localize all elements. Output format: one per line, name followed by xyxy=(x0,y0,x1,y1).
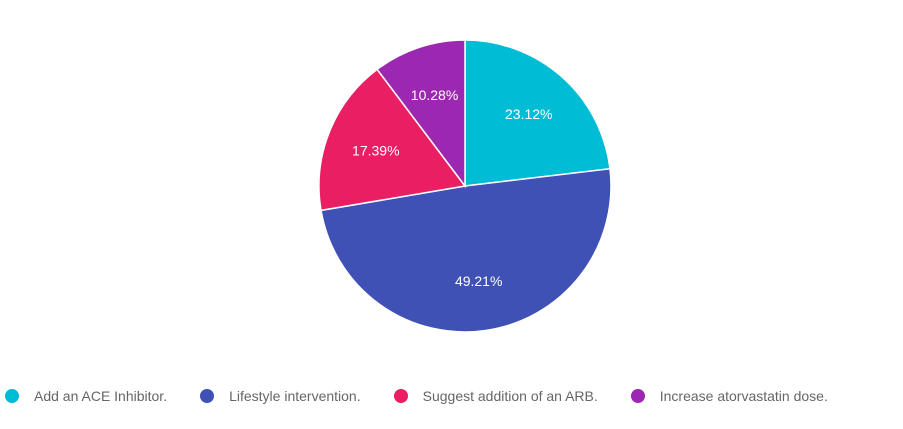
legend-item-add-ace-inhibitor[interactable]: Add an ACE Inhibitor. xyxy=(5,388,167,404)
legend-label: Suggest addition of an ARB. xyxy=(422,388,598,404)
legend-dot-icon xyxy=(630,389,645,403)
legend-label: Lifestyle intervention. xyxy=(229,388,361,404)
pie-slices xyxy=(318,39,612,333)
pie-slice-increase-atorvastatin[interactable] xyxy=(376,39,466,189)
legend-item-suggest-arb[interactable]: Suggest addition of an ARB. xyxy=(393,388,598,404)
legend-label: Add an ACE Inhibitor. xyxy=(34,388,168,404)
legend-item-lifestyle-intervention[interactable]: Lifestyle intervention. xyxy=(200,388,361,404)
legend-dot-icon xyxy=(393,389,408,403)
legend-dot-icon xyxy=(5,389,19,403)
pie-slice-add-ace-inhibitor[interactable] xyxy=(464,39,611,187)
pie-slice-lifestyle-intervention[interactable] xyxy=(320,167,612,333)
data-label-increase-atorvastatin: 10.28% xyxy=(411,87,458,103)
pie-chart-plot: 23.12% 49.21% 17.39% 10.28% xyxy=(318,39,612,333)
data-label-lifestyle-intervention: 49.21% xyxy=(455,273,502,289)
legend-item-increase-atorvastatin[interactable]: Increase atorvastatin dose. xyxy=(630,388,828,404)
data-label-add-ace-inhibitor: 23.12% xyxy=(505,106,552,122)
pie-slice-suggest-arb[interactable] xyxy=(318,68,467,212)
pie-slice-labels: 23.12% 49.21% 17.39% 10.28% xyxy=(352,87,552,289)
legend-dot-icon xyxy=(200,389,215,403)
data-label-suggest-arb: 17.39% xyxy=(352,143,399,159)
chart-legend: Add an ACE Inhibitor. Lifestyle interven… xyxy=(0,384,828,408)
legend-label: Increase atorvastatin dose. xyxy=(659,388,828,404)
